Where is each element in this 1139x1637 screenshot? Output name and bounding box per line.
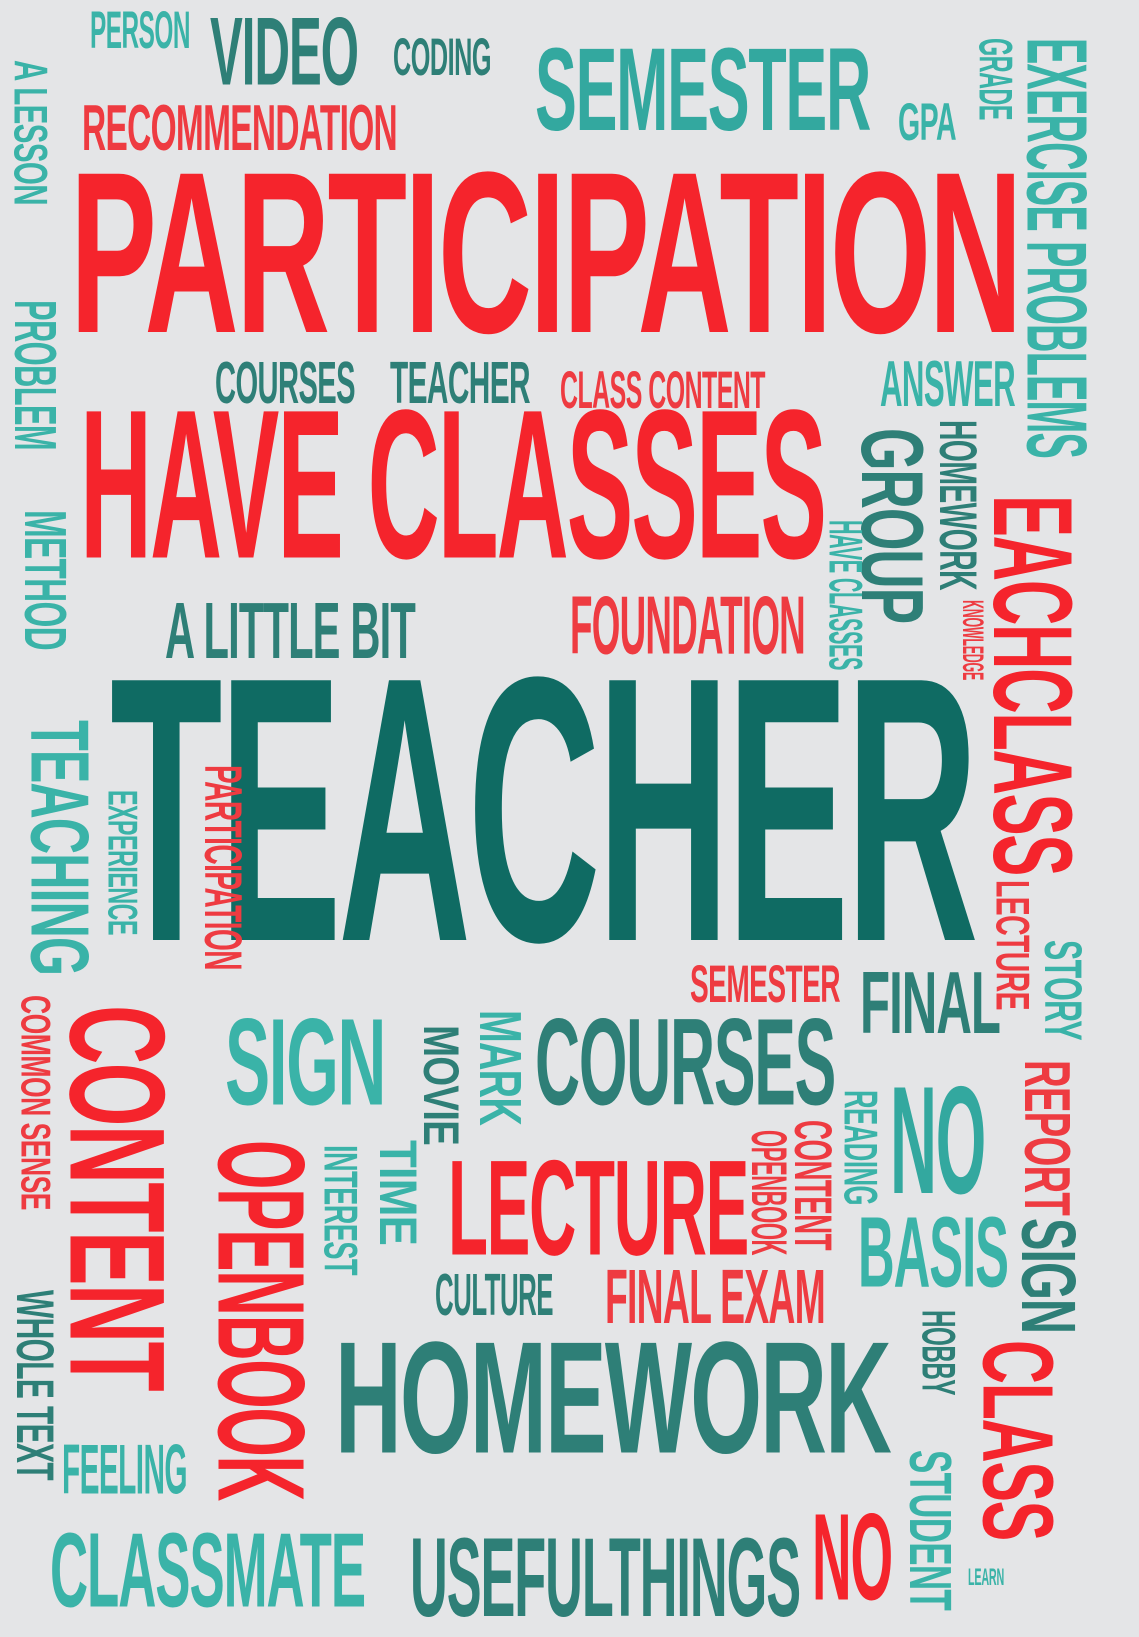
word-reading: READING	[834, 1090, 887, 1205]
word-basis: BASIS	[858, 1197, 1008, 1309]
word-time: TIME	[368, 1140, 427, 1245]
word-have-classes: HAVE CLASSES	[819, 520, 872, 670]
word-sign: SIGN	[225, 994, 385, 1132]
word-semester: SEMESTER	[690, 955, 840, 1014]
word-participation: PARTICIPATION	[70, 124, 1020, 381]
word-feeling: FEELING	[62, 1431, 187, 1510]
word-class: CLASS	[962, 1340, 1074, 1540]
word-class-content: CLASS CONTENT	[560, 361, 765, 420]
word-coding: CODING	[393, 28, 491, 87]
word-teacher: TEACHER	[390, 350, 530, 416]
word-lecture: LECTURE	[986, 880, 1039, 1010]
word-lecture: LECTURE	[448, 1132, 748, 1284]
word-sign: SIGN	[1005, 1218, 1090, 1333]
word-answer: ANSWER	[880, 347, 1015, 420]
word-courses: COURSES	[215, 350, 355, 416]
word-content: CONTENT	[42, 1005, 194, 1391]
word-a-lesson: A LESSON	[4, 60, 57, 205]
word-student: STUDENT	[897, 1450, 963, 1611]
word-eachclass: EACHCLASS	[970, 495, 1095, 875]
word-openbook: OPENBOOK	[192, 1140, 330, 1501]
word-grade: GRADE	[969, 38, 1022, 120]
word-classmate: CLASSMATE	[50, 1511, 365, 1630]
word-no: NO	[890, 1054, 985, 1226]
word-usefulthings: USEFULTHINGS	[410, 1515, 800, 1637]
word-knowledge: KNOWLEDGE	[956, 600, 989, 680]
word-final-exam: FINAL EXAM	[605, 1255, 825, 1340]
word-video: VIDEO	[210, 0, 358, 106]
word-homework: HOMEWORK	[335, 1309, 891, 1487]
word-a-little-bit: A LITTLE BIT	[165, 585, 416, 675]
word-homework: HOMEWORK	[928, 420, 987, 590]
word-exercise-problems: EXERCISE PROBLEMS	[1009, 38, 1104, 458]
word-story: STORY	[1033, 940, 1092, 1040]
word-recommendation: RECOMMENDATION	[82, 91, 397, 164]
word-openbook: OPENBOOK	[741, 1130, 797, 1256]
word-foundation: FOUNDATION	[570, 579, 805, 672]
word-no: NO	[812, 1489, 892, 1627]
word-person: PERSON	[90, 1, 190, 60]
word-gpa: GPA	[898, 93, 956, 152]
word-problem: PROBLEM	[2, 300, 68, 450]
word-report: REPORT	[1011, 1060, 1084, 1215]
word-interest: INTEREST	[314, 1145, 367, 1276]
word-common-sense: COMMON SENSE	[13, 995, 59, 1210]
word-participation: PARTICIPATION	[193, 765, 252, 970]
word-learn: LEARN	[968, 1565, 1004, 1591]
word-mark: MARK	[467, 1010, 533, 1126]
word-whole-text: WHOLE TEXT	[5, 1290, 64, 1480]
word-have-classes: HAVE CLASSES	[80, 367, 825, 604]
word-final: FINAL	[860, 953, 1000, 1052]
word-courses: COURSES	[535, 994, 835, 1132]
word-group: GROUP	[843, 428, 942, 623]
word-semester: SEMESTER	[535, 24, 870, 156]
word-experience: EXPERIENCE	[100, 790, 146, 935]
word-movie: MOVIE	[413, 1025, 469, 1145]
word-teaching: TEACHING	[14, 720, 107, 975]
word-hobby: HOBBY	[912, 1310, 965, 1395]
word-method: METHOD	[12, 510, 78, 650]
word-teacher: TEACHER	[110, 599, 975, 1021]
word-content: CONTENT	[783, 1120, 842, 1250]
word-culture: CULTURE	[435, 1262, 553, 1328]
